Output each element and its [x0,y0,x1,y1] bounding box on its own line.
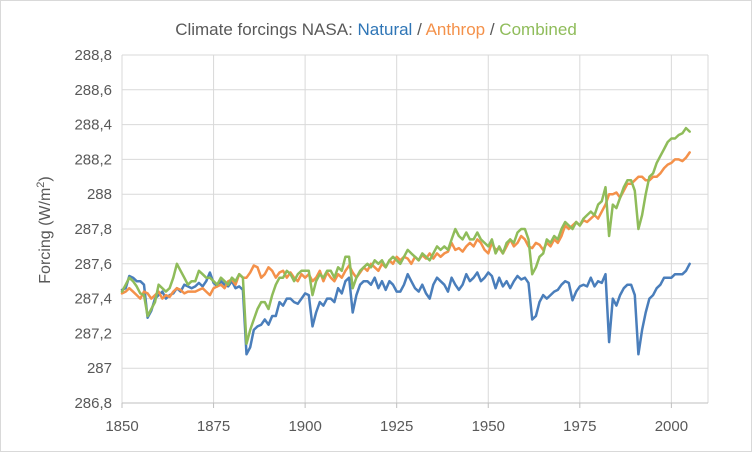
y-axis-title-sup: 2 [35,182,47,188]
y-axis-title-end: ) [37,176,54,181]
series-line-combined [120,126,691,346]
title-natural: Natural [358,20,413,39]
chart-title: Climate forcings NASA: Natural / Anthrop… [175,20,577,39]
title-prefix: Climate forcings NASA: [175,20,357,39]
y-tick-label: 288,2 [74,151,112,168]
y-tick-labels: 286,8 287 287,2 287,4 287,6 287,8 288 288,2 288,… [74,47,112,412]
y-tick-label: 288,8 [74,47,112,64]
x-tick-labels: 1850 1875 1900 1925 1950 1975 2000 [105,418,688,435]
x-tick-label: 1950 [472,418,505,435]
x-tick-label: 1925 [380,418,413,435]
x-tick-label: 1875 [197,418,230,435]
title-sep-1: / [412,20,425,39]
y-tick-label: 287,4 [74,291,112,308]
y-tick-label: 287,6 [74,256,112,273]
title-combined: Combined [499,20,577,39]
y-tick-label: 288,4 [74,117,112,134]
x-tick-label: 2000 [655,418,688,435]
series-lines [120,126,691,356]
title-sep-2: / [485,20,499,39]
y-axis-title: Forcing (W/m2) [35,176,54,283]
y-tick-label: 287,2 [74,325,112,342]
title-anthrop: Anthrop [426,20,486,39]
axes [121,402,708,408]
y-tick-label: 288 [87,186,112,203]
x-tick-label: 1975 [563,418,596,435]
y-tick-label: 287 [87,360,112,377]
x-tick-label: 1850 [105,418,138,435]
x-tick-label: 1900 [288,418,321,435]
y-tick-label: 287,8 [74,221,112,238]
y-tick-label: 286,8 [74,395,112,412]
y-axis-title-main: Forcing (W/m [37,188,54,284]
y-tick-label: 288,6 [74,82,112,99]
